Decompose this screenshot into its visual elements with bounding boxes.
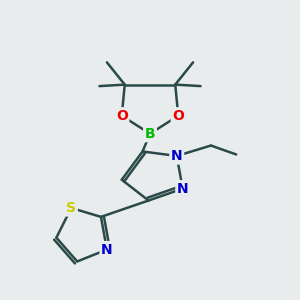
Text: N: N <box>177 182 188 196</box>
Text: N: N <box>101 243 113 256</box>
Text: O: O <box>172 109 184 123</box>
Text: O: O <box>116 109 128 123</box>
Text: B: B <box>145 127 155 141</box>
Text: N: N <box>171 149 183 163</box>
Text: S: S <box>66 201 76 215</box>
